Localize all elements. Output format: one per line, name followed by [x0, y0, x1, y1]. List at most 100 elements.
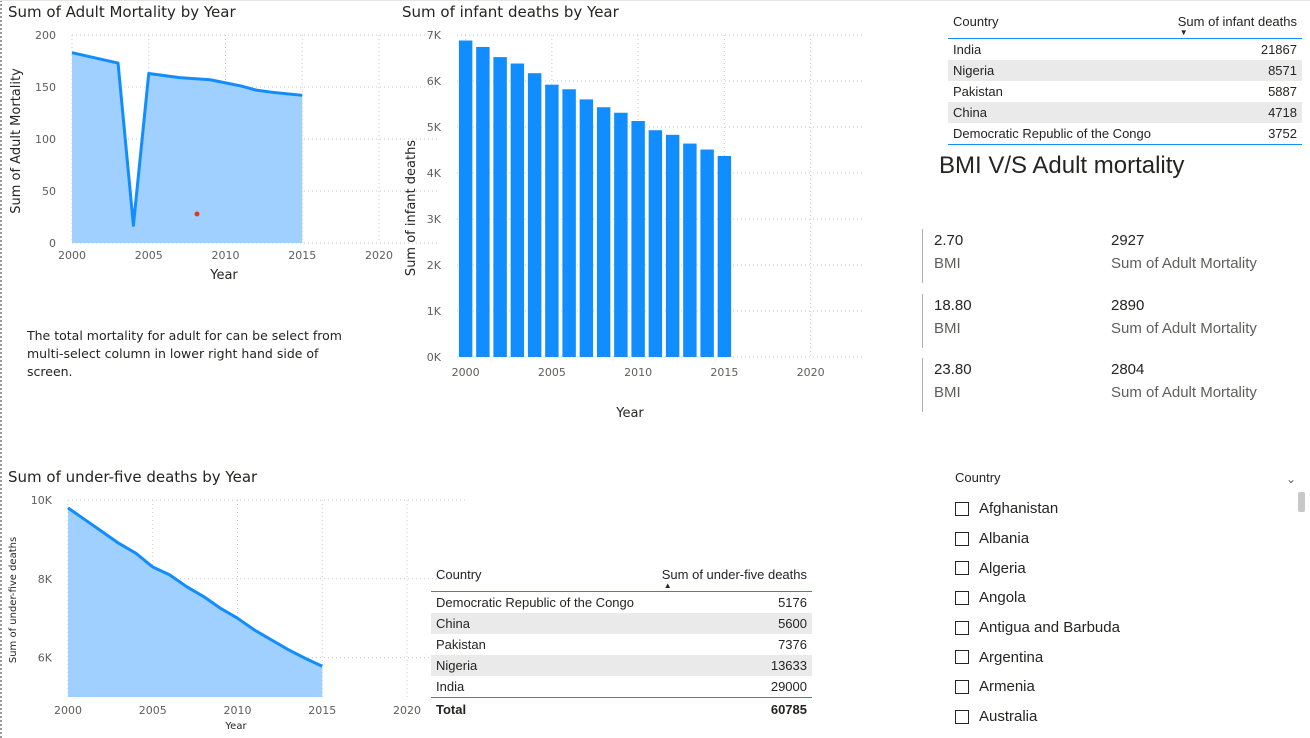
slicer-item-label: Argentina [979, 648, 1044, 666]
slicer-item-label: Algeria [979, 559, 1026, 577]
slicer-item[interactable]: Australia [955, 702, 1310, 732]
slicer-item-label: Armenia [979, 678, 1035, 696]
slicer-item[interactable]: Afghanistan [955, 494, 1310, 524]
mortality-note: The total mortality for adult for can be… [27, 328, 342, 379]
value-cell: 8571 [1268, 63, 1297, 78]
y-axis-title: Sum of Adult Mortality [9, 68, 24, 214]
mortality-label: Sum of Adult Mortality [1111, 384, 1257, 401]
x-axis-title: Year [615, 406, 644, 421]
bar [614, 112, 628, 358]
bar [527, 73, 542, 358]
bar [510, 63, 525, 358]
table-row[interactable]: China 5600 [431, 613, 812, 634]
table-row[interactable]: Nigeria 8571 [948, 60, 1302, 81]
country-slicer: Country ⌄ Afghanistan Albania Algeria An… [955, 470, 1310, 732]
table-row[interactable]: Pakistan 7376 [431, 634, 812, 655]
slicer-item[interactable]: Albania [955, 524, 1310, 554]
sort-ascending-icon: ▲ [663, 581, 672, 590]
mortality-value: 2804 [1111, 361, 1145, 378]
x-tick-label: 2005 [135, 249, 163, 262]
x-tick-label: 2020 [393, 704, 421, 717]
bmi-card[interactable]: 23.80 BMI 2804 Sum of Adult Mortality [922, 358, 1303, 412]
slicer-item-label: Albania [979, 530, 1030, 548]
checkbox-icon[interactable] [955, 561, 969, 576]
bmi-card[interactable]: 18.80 BMI 2890 Sum of Adult Mortality [922, 294, 1303, 348]
bmi-value: 23.80 [934, 361, 972, 378]
value-cell: 4718 [1268, 105, 1297, 120]
bar [562, 89, 576, 357]
bmi-label: BMI [934, 384, 961, 401]
value-cell: 3752 [1268, 126, 1297, 141]
table-header-country[interactable]: Country [436, 567, 482, 582]
under-five-table: Country Sum of under-five deaths ▲ Democ… [431, 559, 812, 720]
bar [476, 46, 490, 358]
table-header-infant-deaths[interactable]: Sum of infant deaths ▼ [1177, 6, 1302, 37]
value-cell: 13633 [770, 658, 807, 673]
table-row[interactable]: China 4718 [948, 102, 1302, 123]
x-tick-label: 2020 [797, 366, 825, 379]
x-tick-label: 2015 [288, 249, 316, 262]
bmi-value: 2.70 [934, 232, 964, 249]
bar [493, 57, 507, 357]
checkbox-icon[interactable] [955, 620, 969, 635]
table-row[interactable]: Pakistan 5887 [948, 81, 1302, 102]
slicer-item[interactable]: Argentina [955, 642, 1310, 672]
slicer-item[interactable]: Algeria [955, 553, 1310, 583]
table-row[interactable]: India 29000 [431, 676, 812, 697]
x-tick-label: 2015 [308, 704, 336, 717]
slicer-item[interactable]: Antigua and Barbuda [955, 613, 1310, 643]
bmi-card[interactable]: 2.70 BMI 2927 Sum of Adult Mortality [922, 229, 1303, 283]
x-tick-label: 2000 [54, 704, 82, 717]
table-header-country[interactable]: Country [953, 14, 999, 29]
series-line [71, 51, 303, 227]
slicer-scrollbar[interactable] [1298, 492, 1305, 512]
area-fill [72, 52, 303, 244]
y-tick-label: 1K [427, 305, 442, 318]
mortality-value: 2890 [1111, 297, 1145, 314]
chevron-down-icon[interactable]: ⌄ [1285, 472, 1296, 486]
y-tick-label: 6K [38, 652, 53, 665]
checkbox-icon[interactable] [955, 709, 969, 724]
table-row[interactable]: Democratic Republic of the Congo 3752 [948, 123, 1302, 144]
checkbox-icon[interactable] [955, 501, 969, 516]
cursor-dot [194, 211, 200, 217]
bmi-section-title: BMI V/S Adult mortality [939, 152, 1185, 179]
x-tick-label: 2000 [58, 249, 86, 262]
bmi-label: BMI [934, 320, 961, 337]
slicer-title: Country [955, 470, 1001, 485]
bar [596, 107, 611, 357]
checkbox-icon[interactable] [955, 650, 969, 665]
y-tick-label: 5K [427, 121, 442, 134]
series-line [67, 506, 323, 668]
infant-deaths-table: Country Sum of infant deaths ▼ India 2186… [948, 6, 1302, 145]
slicer-item-label: Antigua and Barbuda [979, 619, 1120, 637]
country-cell: Democratic Republic of the Congo [953, 126, 1151, 141]
header-label: Sum of infant deaths [1177, 14, 1297, 29]
y-axis-title: Sum of infant deaths [404, 140, 419, 276]
bmi-value: 18.80 [934, 297, 972, 314]
table-row[interactable]: India 21867 [948, 39, 1302, 60]
x-tick-label: 2000 [452, 366, 480, 379]
slicer-header[interactable]: Country ⌄ [955, 470, 1310, 494]
page-border-left [0, 0, 2, 738]
table-row[interactable]: Nigeria 13633 [431, 655, 812, 676]
infant-deaths-chart[interactable]: 7K 6K 5K 4K 3K 2K 1K 0K 2000 2005 2010 2015 2020 Year… [395, 25, 862, 425]
checkbox-icon[interactable] [955, 531, 969, 546]
mortality-label: Sum of Adult Mortality [1111, 255, 1257, 272]
slicer-item[interactable]: Armenia [955, 672, 1310, 702]
slicer-item[interactable]: Angola [955, 583, 1310, 613]
y-tick-label: 150 [35, 81, 56, 94]
page-border-top [0, 0, 1310, 1]
country-cell: Nigeria [953, 63, 995, 78]
table-row[interactable]: Democratic Republic of the Congo 5176 [431, 592, 812, 613]
y-tick-label: 200 [35, 29, 56, 42]
checkbox-icon[interactable] [955, 590, 969, 605]
under-five-chart[interactable]: 10K 8K 6K 2000 2005 2010 2015 2020 Year Sum of un… [0, 490, 467, 735]
country-cell: India [953, 42, 982, 57]
checkbox-icon[interactable] [955, 679, 969, 694]
value-cell: 29000 [770, 679, 807, 694]
x-tick-label: 2005 [538, 366, 566, 379]
y-tick-label: 0K [427, 351, 442, 364]
table-header-under-five-deaths[interactable]: Sum of under-five deaths ▲ [662, 559, 812, 590]
